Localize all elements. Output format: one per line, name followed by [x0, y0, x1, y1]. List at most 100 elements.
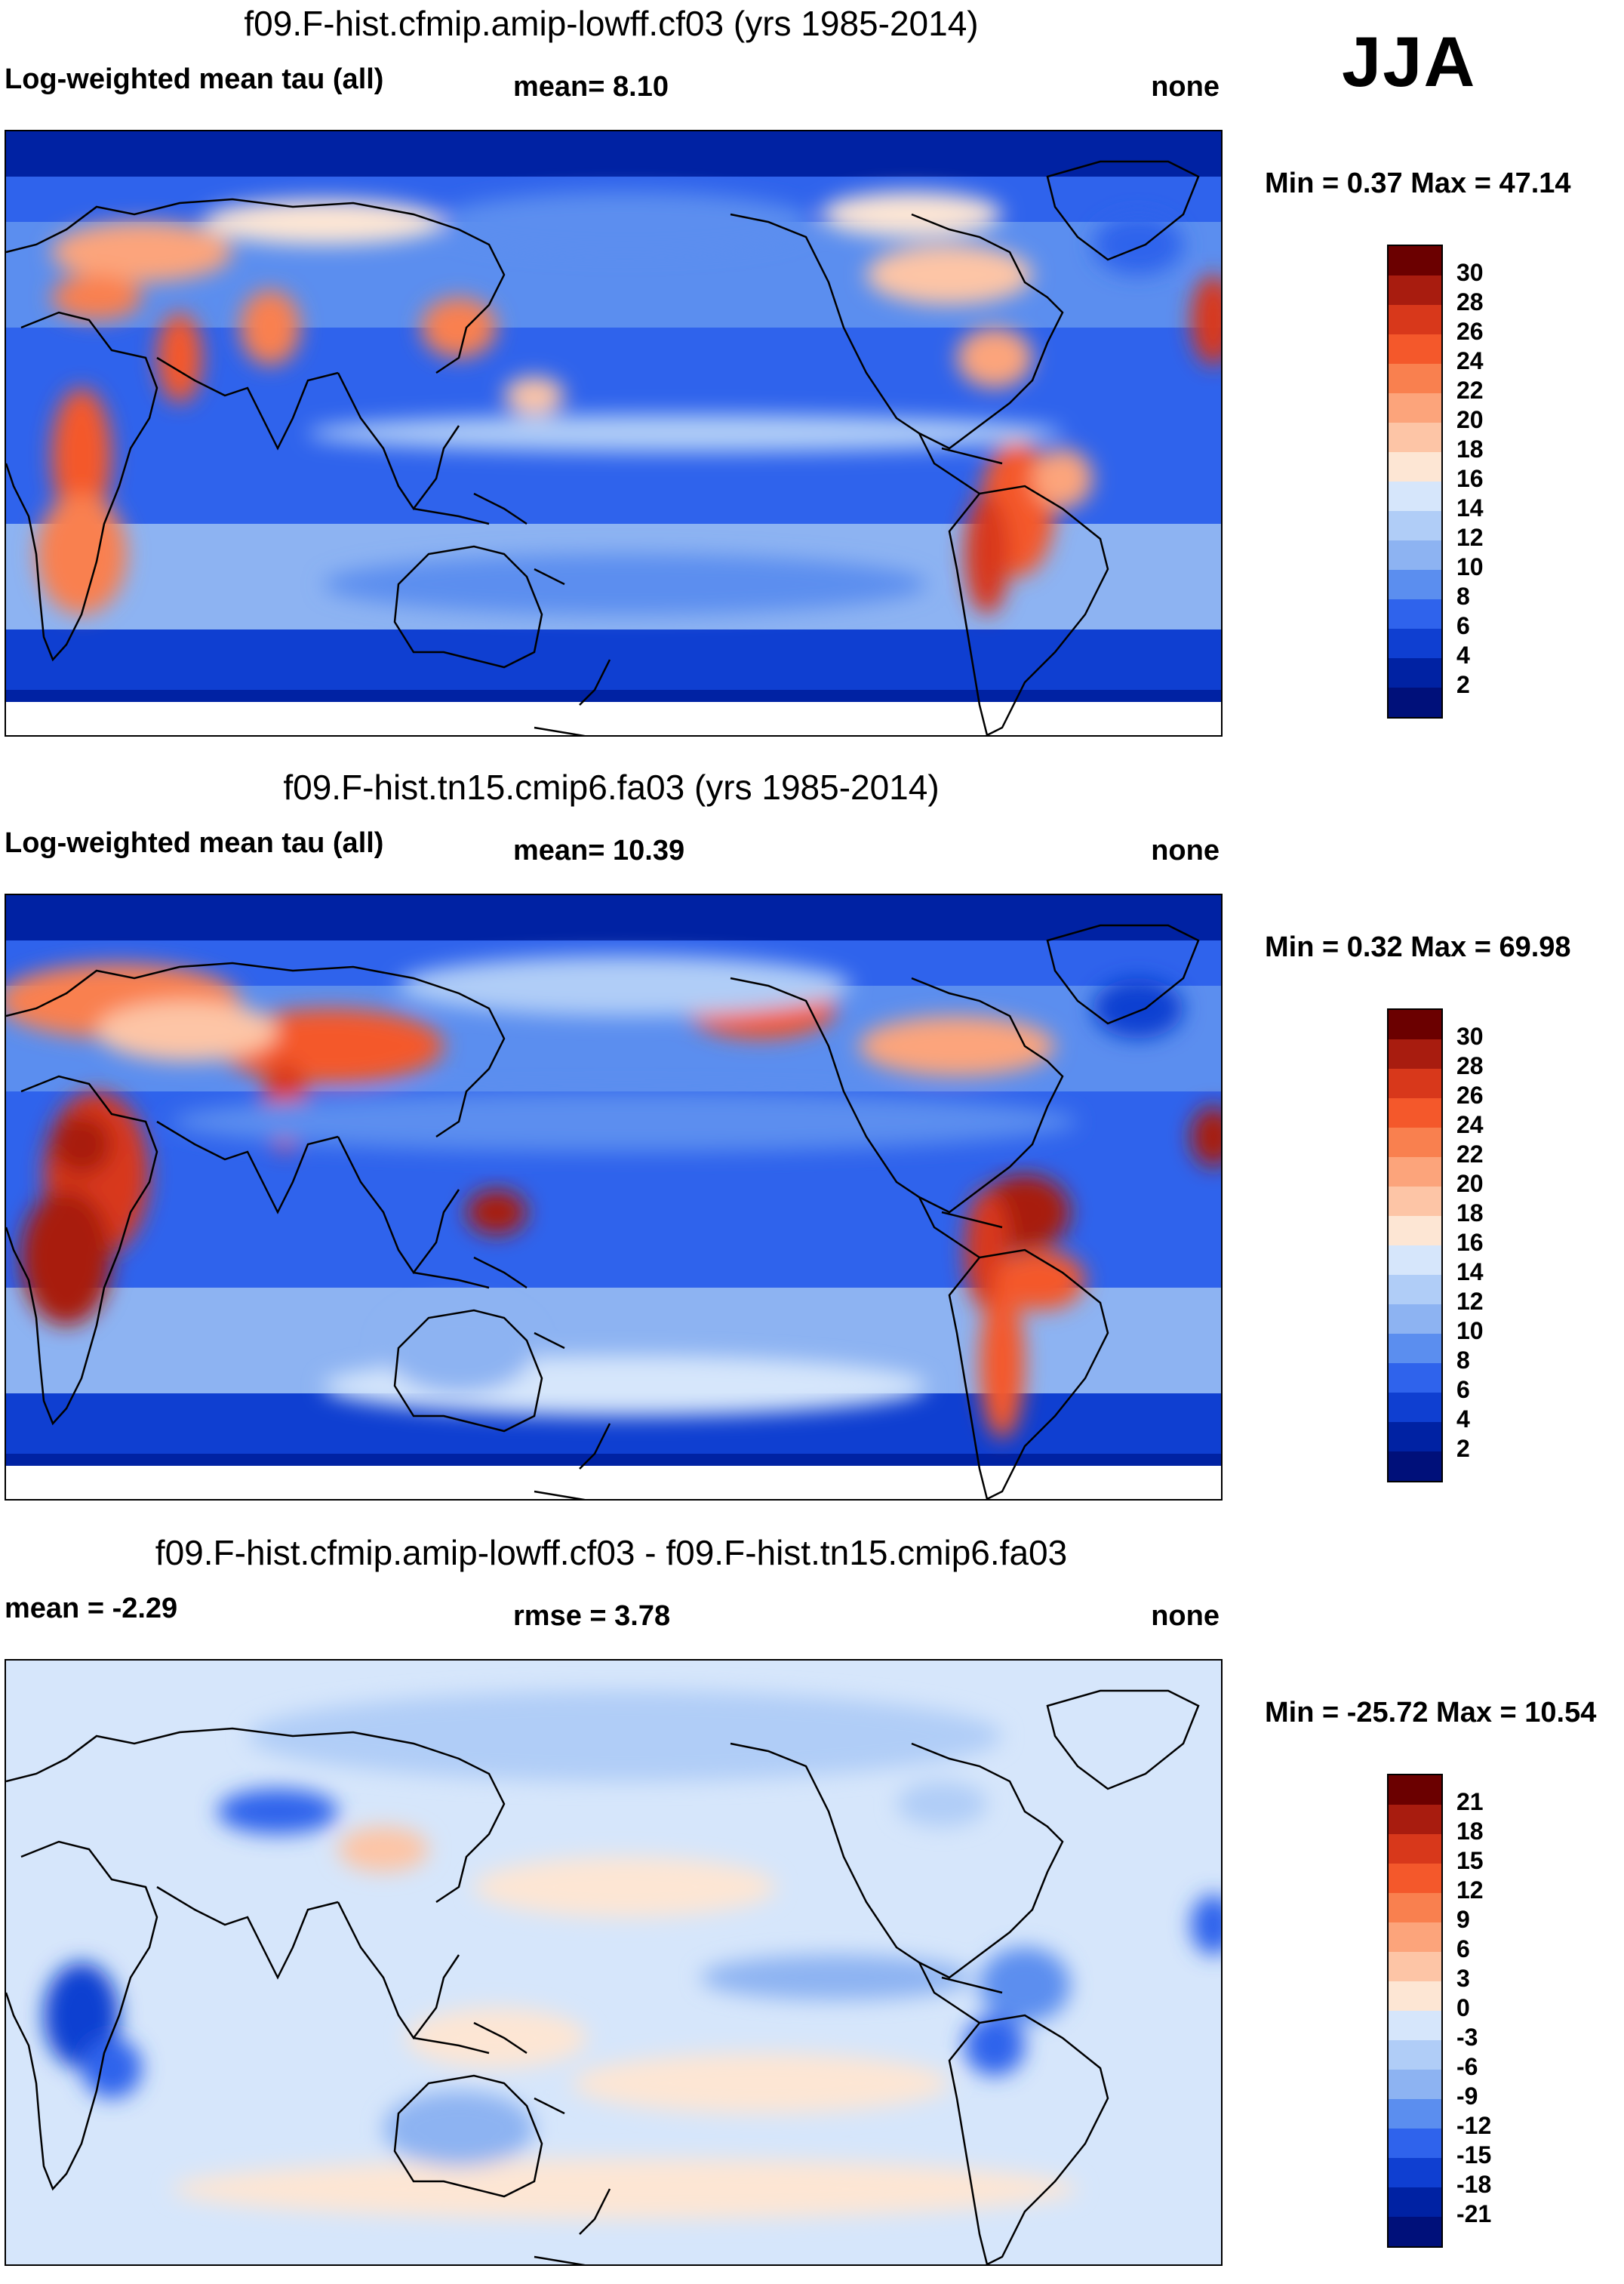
field-contour-region [240, 290, 300, 365]
colorbar-tick-label: 0 [1456, 1994, 1470, 2021]
coastline [730, 213, 1064, 450]
field-contour-region [172, 1091, 1078, 1152]
coastline [1046, 924, 1200, 1025]
colorbar-box [1389, 1304, 1441, 1334]
colorbar-tick-label: 20 [1456, 406, 1484, 433]
colorbar-box [1389, 688, 1441, 717]
field-contour-region [157, 312, 202, 403]
colorbar-box [1389, 1275, 1441, 1304]
colorbar-tick-label: 30 [1456, 259, 1484, 286]
colorbar-tick-label: 8 [1456, 583, 1470, 610]
field-contour-region [51, 222, 232, 282]
field-contour-region [1191, 275, 1221, 365]
field-contour-region [1093, 214, 1183, 275]
colorbar-tick-label: 18 [1456, 1818, 1484, 1845]
panel-mean-label: rmse = 3.78 [513, 1600, 671, 1632]
coastline [948, 2014, 1109, 2264]
field-contour-region [51, 388, 112, 524]
colorbar-box [1389, 1864, 1441, 1893]
coastline [918, 432, 1003, 495]
colorbar [1387, 1008, 1443, 1482]
colorbar-tick-label: 4 [1456, 1405, 1470, 1433]
field-contour-region [1032, 448, 1093, 509]
colorbar-box [1389, 334, 1441, 364]
field-contour-region [964, 2015, 1025, 2076]
colorbar-box [1389, 629, 1441, 658]
colorbar-box [1389, 2011, 1441, 2040]
field-band [6, 629, 1221, 690]
colorbar-tick-label: 26 [1456, 318, 1484, 345]
colorbar-box [1389, 540, 1441, 570]
colorbar-tick-label: 28 [1456, 288, 1484, 316]
field-contour-region [897, 1781, 987, 1827]
colorbar-tick-label: 4 [1456, 642, 1470, 669]
colorbar-tick-label: 22 [1456, 377, 1484, 404]
colorbar-box [1389, 1334, 1441, 1363]
colorbar-tick-label: 24 [1456, 347, 1484, 374]
coastline [413, 2021, 565, 2115]
colorbar-tick-label: -12 [1456, 2112, 1492, 2139]
colorbar-box [1389, 1451, 1441, 1481]
colorbar-tick-label: 12 [1456, 1876, 1484, 1904]
coastline [6, 1075, 158, 1426]
field-contour-region [398, 956, 851, 1016]
colorbar-box [1389, 1245, 1441, 1275]
min-max-label: Min = -25.72 Max = 10.54 [1265, 1697, 1597, 1728]
coastline [413, 1256, 565, 1350]
coastline [948, 1248, 1109, 1499]
field-contour-region [964, 494, 1010, 614]
colorbar-tick-label: 26 [1456, 1082, 1484, 1109]
colorbar-box [1389, 2217, 1441, 2246]
coastline [534, 2255, 586, 2264]
colorbar-box [1389, 2129, 1441, 2158]
coastline [579, 659, 611, 706]
colorbar-tick-label: 24 [1456, 1111, 1484, 1138]
field-contour-region [474, 1857, 776, 1917]
colorbar-box [1389, 1922, 1441, 1952]
field-contour-region [248, 1691, 1002, 1781]
coastline [6, 1840, 158, 2191]
colorbar-box [1389, 570, 1441, 599]
colorbar-tick-label: -21 [1456, 2200, 1492, 2227]
colorbar [1387, 245, 1443, 719]
colorbar-box [1389, 1981, 1441, 2011]
field-contour-region [383, 1303, 534, 1393]
field-contour-region [97, 1001, 278, 1061]
map-plot [5, 1659, 1223, 2266]
colorbar-box [1389, 1098, 1441, 1128]
colorbar-box [1389, 1952, 1441, 1981]
colorbar-box [1389, 1775, 1441, 1805]
colorbar [1387, 1774, 1443, 2248]
panel-units-label: none [1151, 1600, 1220, 1632]
colorbar-box [1389, 364, 1441, 393]
field-contour-region [338, 1827, 429, 1872]
panel-title: f09.F-hist.cfmip.amip-lowff.cf03 (yrs 19… [244, 4, 979, 43]
colorbar-box [1389, 482, 1441, 511]
colorbar-tick-label: 22 [1456, 1140, 1484, 1168]
coastline [413, 492, 565, 586]
colorbar-box [1389, 1393, 1441, 1422]
field-contour-region [700, 1955, 972, 2000]
colorbar-tick-label: 6 [1456, 1935, 1470, 1962]
colorbar-tick-label: 9 [1456, 1906, 1470, 1933]
colorbar-tick-label: 10 [1456, 1317, 1484, 1344]
colorbar-box [1389, 305, 1441, 334]
field-band [6, 131, 1221, 177]
colorbar-box [1389, 1039, 1441, 1069]
panel-model-a: f09.F-hist.cfmip.amip-lowff.cf03 (yrs 19… [0, 0, 1624, 755]
field-contour-region [383, 2091, 534, 2166]
colorbar-box [1389, 1216, 1441, 1245]
field-contour-region [82, 2038, 142, 2098]
panel-variable-label: mean = -2.29 [5, 1593, 178, 1624]
colorbar-tick-label: 21 [1456, 1788, 1484, 1815]
field-band [6, 895, 1221, 940]
colorbar-tick-label: -18 [1456, 2171, 1492, 2198]
field-contour-region [572, 2053, 949, 2113]
colorbar-tick-label: 14 [1456, 494, 1484, 522]
field-contour-region [466, 1190, 527, 1235]
colorbar-box [1389, 1069, 1441, 1098]
panel-variable-label: Log-weighted mean tau (all) [5, 63, 384, 95]
field-contour-region [866, 245, 1032, 305]
panel-mean-label: mean= 8.10 [513, 71, 669, 103]
